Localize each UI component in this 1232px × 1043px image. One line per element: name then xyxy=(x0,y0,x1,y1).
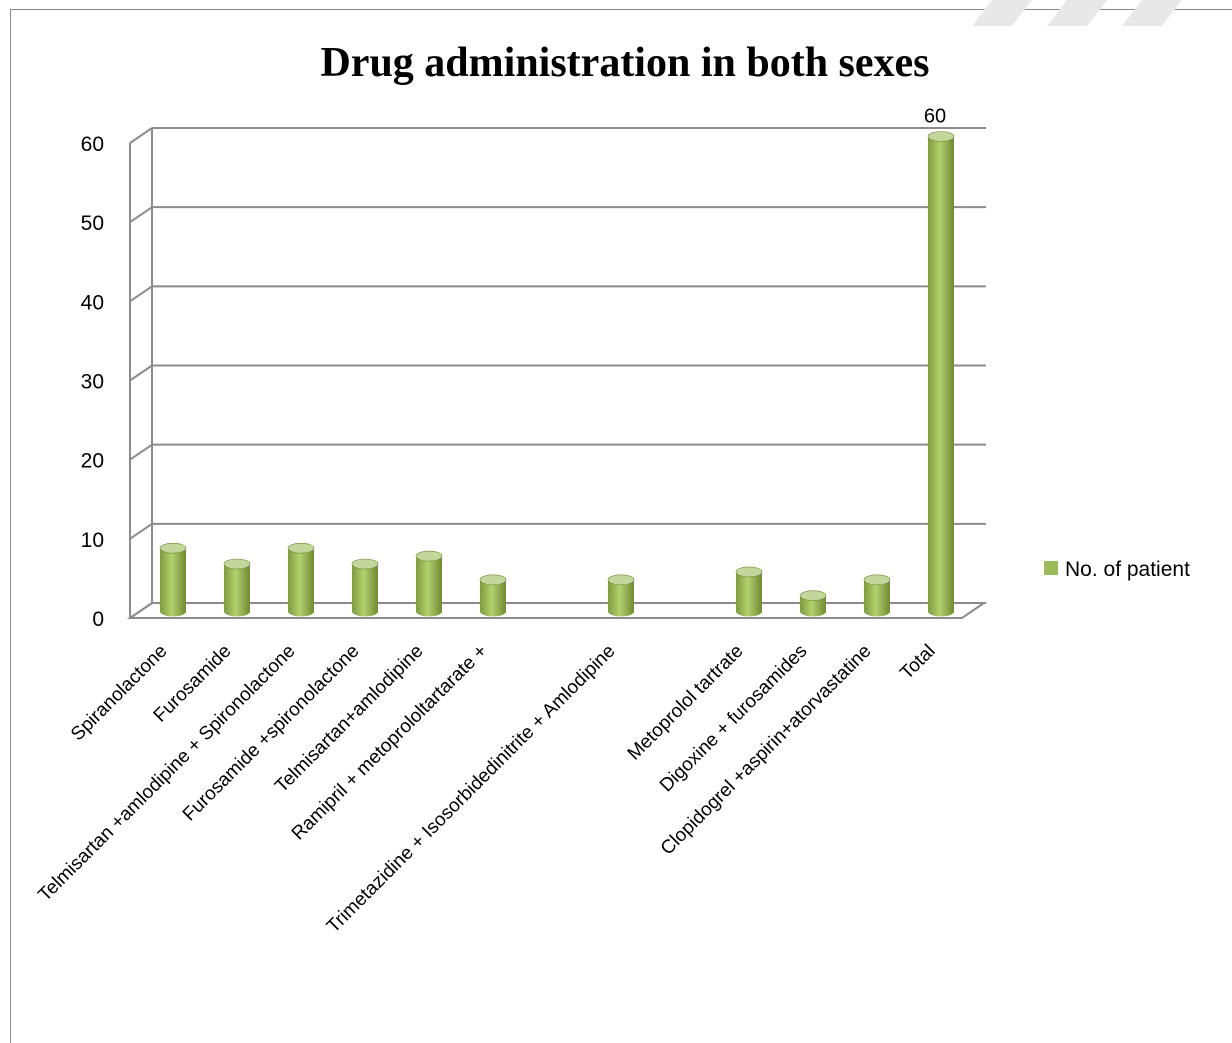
bar-body xyxy=(864,579,890,617)
x-tick-label: Metoprolol tartrate xyxy=(624,641,748,765)
bar-top xyxy=(863,574,891,586)
bar xyxy=(351,558,379,617)
y-tick-label: 10 xyxy=(81,529,104,552)
bar-top xyxy=(735,566,763,578)
gridline-slant xyxy=(129,127,153,144)
x-tick-label: Spiranolactone xyxy=(67,641,171,745)
bar-body xyxy=(288,548,314,617)
gridline-slant xyxy=(129,523,153,540)
bar-body xyxy=(480,579,506,617)
bar xyxy=(223,558,251,617)
y-tick-label: 40 xyxy=(81,291,104,314)
chart-title: Drug administration in both sexes xyxy=(320,40,929,86)
bar xyxy=(159,542,187,617)
label-layer: 0102030405060SpiranolactoneFurosamideTel… xyxy=(34,106,946,938)
gridline-slant xyxy=(129,364,153,382)
x-tick-label: Total xyxy=(896,641,939,684)
data-label: 60 xyxy=(924,106,946,128)
x-tick-label: Telmisartan +amlodipine + Spironolactone xyxy=(34,641,299,906)
bar xyxy=(479,574,507,617)
bar-body xyxy=(800,595,826,617)
gridline-slant xyxy=(129,206,153,223)
gridline-slant xyxy=(129,285,153,303)
bar-body xyxy=(352,564,378,617)
y-tick-label: 0 xyxy=(92,608,104,631)
gridline-slant xyxy=(129,443,153,461)
bar xyxy=(735,566,763,617)
bar-top xyxy=(799,590,827,601)
legend-label: No. of patient xyxy=(1065,558,1190,581)
bar-top xyxy=(159,542,187,554)
bar xyxy=(415,550,443,617)
bar xyxy=(863,574,891,617)
bar-top xyxy=(287,542,315,554)
chart-frame xyxy=(10,9,1232,1043)
y-tick-label: 30 xyxy=(81,371,104,394)
bar xyxy=(287,542,315,617)
bar-body xyxy=(416,556,442,617)
bar-top xyxy=(479,574,507,586)
chart-floor xyxy=(126,602,988,619)
bar-body xyxy=(928,136,954,617)
y-tick-label: 50 xyxy=(81,212,104,235)
bar-layer xyxy=(159,131,955,617)
grid-layer xyxy=(129,127,986,619)
bar-top xyxy=(927,131,955,142)
bar xyxy=(799,590,827,617)
bar-body xyxy=(736,571,762,617)
y-tick-label: 60 xyxy=(81,133,104,156)
bar-body xyxy=(224,564,250,617)
bar-top xyxy=(223,558,251,570)
bar-body xyxy=(160,548,186,617)
axis-layer xyxy=(126,128,988,619)
bar-top xyxy=(607,574,635,586)
bar-body xyxy=(608,579,634,617)
legend: No. of patient xyxy=(1044,558,1190,581)
bar-top xyxy=(415,550,443,562)
bar xyxy=(607,574,635,617)
bar xyxy=(927,131,955,617)
bar-top xyxy=(351,558,379,570)
legend-swatch xyxy=(1044,561,1058,575)
y-tick-label: 20 xyxy=(81,450,104,473)
